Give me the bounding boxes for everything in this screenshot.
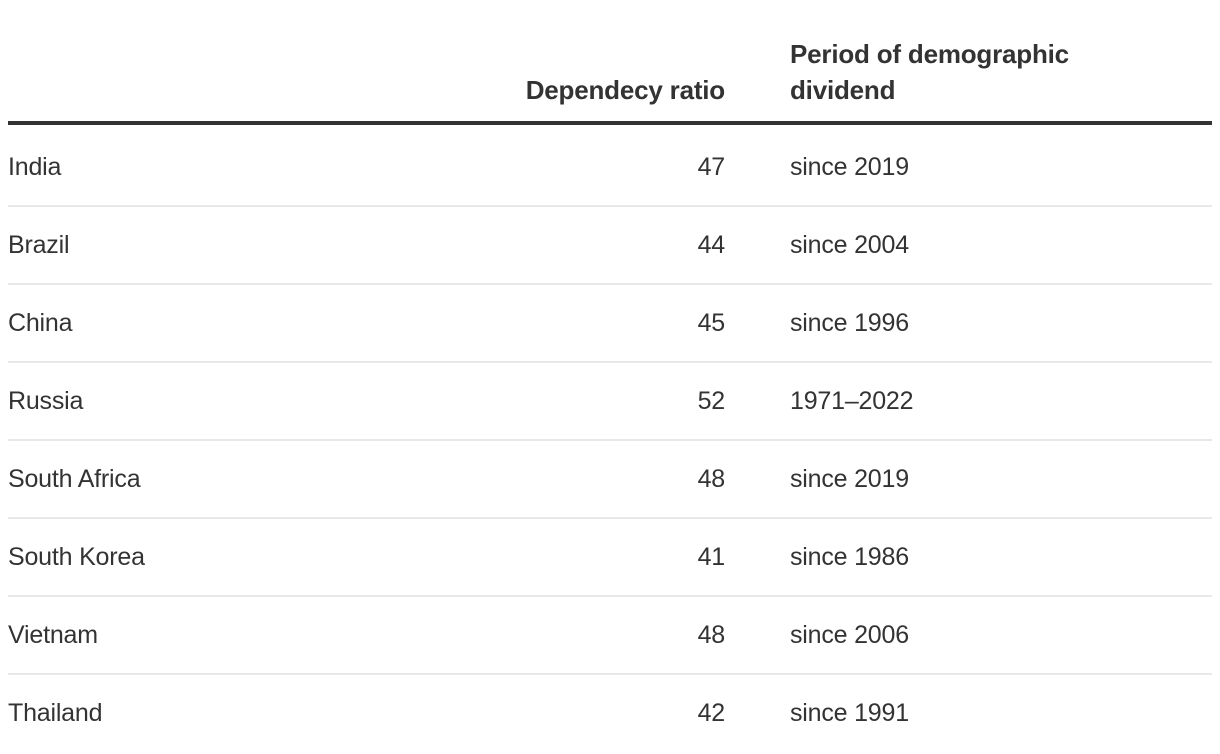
- header-cell-period: Period of demographic dividend: [790, 39, 1069, 105]
- cell-country: Vietnam: [8, 620, 98, 649]
- table-row-india: India 47 since 2019: [8, 129, 1212, 207]
- cell-period: 1971–2022: [790, 386, 914, 415]
- table-row-south-africa: South Africa 48 since 2019: [8, 441, 1212, 519]
- cell-period: since 2004: [790, 230, 909, 259]
- cell-period: since 1991: [790, 698, 909, 727]
- cell-period: since 2006: [790, 620, 909, 649]
- cell-ratio: 44: [697, 230, 726, 259]
- table-row-vietnam: Vietnam 48 since 2006: [8, 597, 1212, 675]
- cell-ratio: 48: [697, 464, 726, 493]
- cell-country: China: [8, 308, 73, 337]
- cell-period: since 1986: [790, 542, 909, 571]
- cell-country: South Korea: [8, 542, 145, 571]
- cell-ratio: 41: [697, 542, 726, 571]
- cell-country: Brazil: [8, 230, 70, 259]
- cell-period: since 2019: [790, 464, 909, 493]
- cell-ratio: 47: [697, 152, 726, 181]
- cell-period: since 1996: [790, 308, 909, 337]
- dependency-ratio-table: Dependecy ratio Period of demographic di…: [8, 0, 1212, 751]
- table-row-russia: Russia 52 1971–2022: [8, 363, 1212, 441]
- cell-period: since 2019: [790, 152, 909, 181]
- cell-ratio: 42: [697, 698, 726, 727]
- cell-ratio: 45: [697, 308, 726, 337]
- cell-country: India: [8, 152, 62, 181]
- header-cell-dependency-ratio: Dependecy ratio: [525, 75, 725, 105]
- table-body: India 47 since 2019 Brazil 44 since 2004…: [8, 125, 1212, 751]
- table-row-china: China 45 since 1996: [8, 285, 1212, 363]
- cell-ratio: 48: [697, 620, 726, 649]
- table-row-south-korea: South Korea 41 since 1986: [8, 519, 1212, 597]
- table-header-row: Dependecy ratio Period of demographic di…: [8, 0, 1212, 125]
- table-row-brazil: Brazil 44 since 2004: [8, 207, 1212, 285]
- cell-country: Russia: [8, 386, 84, 415]
- table-row-thailand: Thailand 42 since 1991: [8, 675, 1212, 751]
- cell-country: Thailand: [8, 698, 103, 727]
- cell-ratio: 52: [697, 386, 726, 415]
- cell-country: South Africa: [8, 464, 141, 493]
